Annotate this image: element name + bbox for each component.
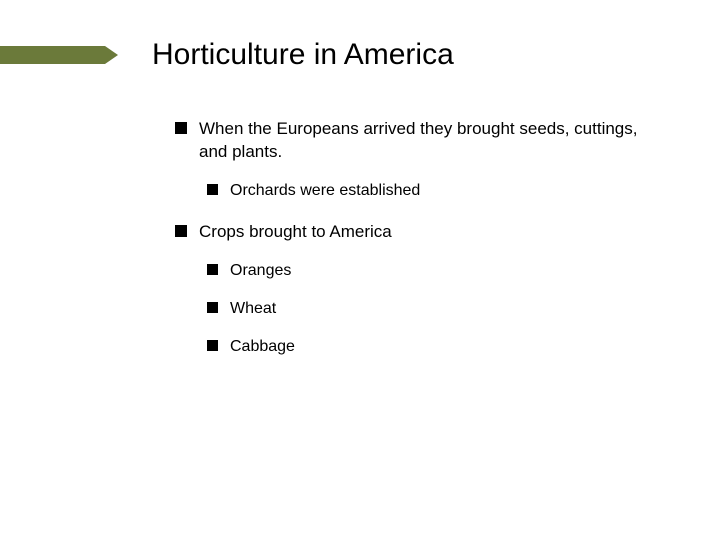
bullet-square-icon [175,225,187,237]
bullet-square-icon [207,184,218,195]
slide-title: Horticulture in America [152,38,454,72]
bullet-text: Orchards were established [230,180,420,202]
bullet-item: Wheat [207,298,645,320]
bullet-text: Oranges [230,260,291,282]
bullet-item: Cabbage [207,336,645,358]
bullet-item: When the Europeans arrived they brought … [175,118,645,164]
bullet-text: Wheat [230,298,276,320]
bullet-item: Orchards were established [207,180,645,202]
bullet-square-icon [207,264,218,275]
bullet-square-icon [207,340,218,351]
accent-bar [0,46,105,64]
bullet-square-icon [175,122,187,134]
bullet-text: Crops brought to America [199,221,392,244]
bullet-square-icon [207,302,218,313]
bullet-item: Oranges [207,260,645,282]
slide-content: When the Europeans arrived they brought … [175,118,645,373]
accent-arrow-icon [105,46,118,64]
bullet-item: Crops brought to America [175,221,645,244]
bullet-text: When the Europeans arrived they brought … [199,118,645,164]
bullet-text: Cabbage [230,336,295,358]
